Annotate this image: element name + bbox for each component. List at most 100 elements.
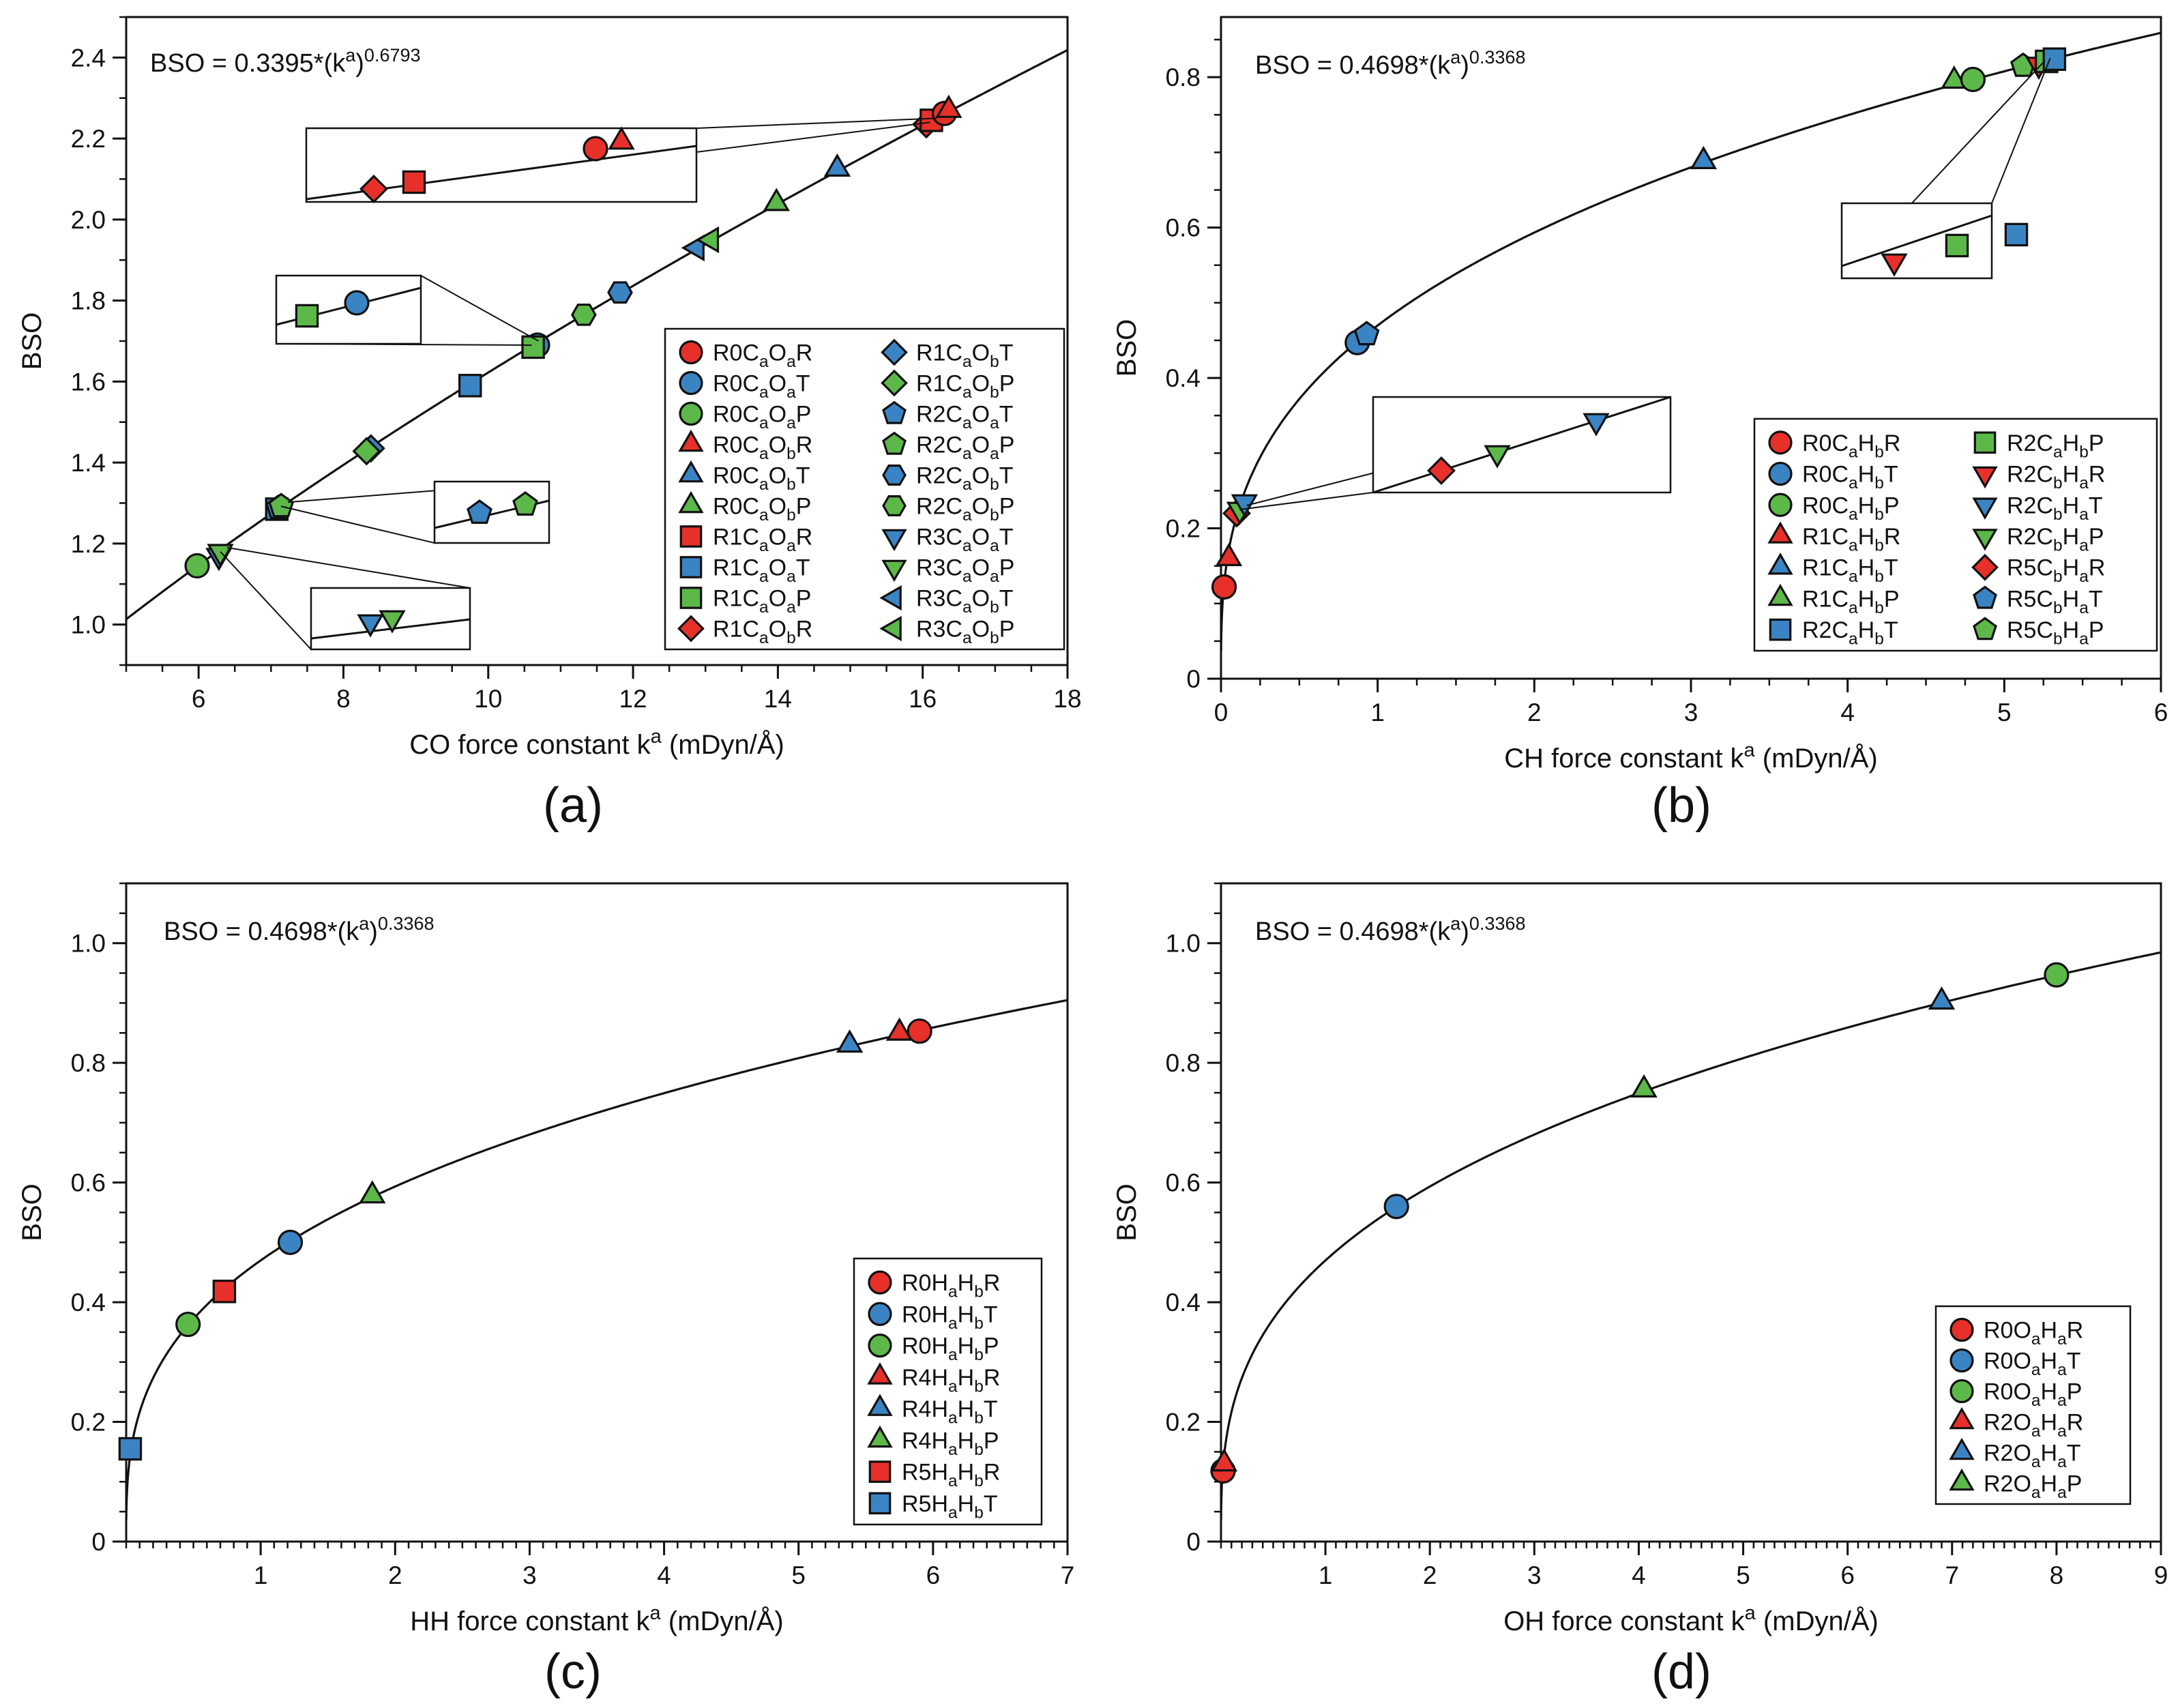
legend-label: R3CaOaP xyxy=(916,555,1014,587)
legend-marker xyxy=(679,587,703,609)
legend-box xyxy=(664,327,1065,651)
legend-label: R1CaObP xyxy=(916,371,1014,402)
data-point xyxy=(277,1229,304,1255)
legend-label: R1CaHbR xyxy=(1802,524,1900,555)
legend-label: R5HaHbT xyxy=(902,1491,998,1522)
fit-equation: BSO = 0.3395*(ka)0.6793 xyxy=(150,45,421,78)
legend-label: R0CaHbR xyxy=(1802,430,1900,462)
inset-point xyxy=(402,170,426,194)
fit-equation: BSO = 0.4698*(ka)0.3368 xyxy=(1255,47,1526,80)
inset-a3 xyxy=(280,480,550,544)
legend-marker xyxy=(882,464,907,486)
inset-leader xyxy=(420,275,539,342)
legend-marker xyxy=(868,1301,892,1326)
y-tick-label: 0.4 xyxy=(71,1289,106,1316)
data-point xyxy=(212,1280,237,1304)
legend-label: R2OaHaT xyxy=(1984,1441,2080,1472)
data-point xyxy=(885,1017,913,1041)
legend-marker xyxy=(868,1460,892,1483)
inset-curve xyxy=(1372,396,1671,494)
data-point xyxy=(935,94,962,118)
x-tick-label: 2 xyxy=(1527,698,1542,726)
data-point xyxy=(2044,962,2070,988)
data-point xyxy=(681,234,705,262)
data-point xyxy=(1960,66,1986,93)
data-point xyxy=(1690,145,1718,169)
legend-label: R2CaOaP xyxy=(916,432,1014,464)
legend-label: R5CbHaP xyxy=(2007,617,2104,649)
legend-marker xyxy=(1949,1317,1974,1342)
legend-label: R1CaOaP xyxy=(713,586,811,617)
legend-label: R0OaHaR xyxy=(1984,1318,2083,1349)
inset-point xyxy=(344,290,370,316)
x-tick-label: 6 xyxy=(926,1561,941,1589)
legend-label: R1CaObR xyxy=(713,617,812,648)
inset-point xyxy=(2004,222,2029,247)
y-tick-label: 0.8 xyxy=(1166,63,1201,91)
data-point xyxy=(763,188,790,211)
legend-label: R2CbHaP xyxy=(2007,524,2104,555)
data-point xyxy=(571,304,597,326)
y-tick-label: 0.6 xyxy=(1166,214,1201,242)
legend-label: R0CaOaP xyxy=(713,402,811,433)
legend: R0OaHaRR0OaHaTR0OaHaPR2OaHaRR2OaHaTR2OaH… xyxy=(1934,1305,2132,1505)
inset-b1 xyxy=(1840,57,2051,280)
legend-marker xyxy=(679,340,703,365)
x-tick-label: 4 xyxy=(1840,698,1855,726)
legend-marker xyxy=(1768,492,1793,517)
inset-leader xyxy=(1239,492,1374,510)
legend-marker xyxy=(881,529,907,552)
x-axis-label: CO force constant ka (mDyn/Å) xyxy=(409,726,784,760)
legend-label: R0CaOaR xyxy=(713,340,812,372)
inset-a4 xyxy=(220,546,471,651)
y-tick-label: 1.0 xyxy=(71,611,106,639)
y-tick-label: 2.0 xyxy=(71,206,106,234)
data-point xyxy=(1383,1194,1409,1220)
data-point xyxy=(207,544,234,568)
x-axis-label: HH force constant ka (mDyn/Å) xyxy=(410,1602,783,1636)
legend-marker xyxy=(1769,618,1792,641)
fit-curve xyxy=(126,999,1068,1520)
inset-a2 xyxy=(275,274,539,346)
inset-point xyxy=(1484,445,1511,469)
data-point xyxy=(1231,494,1259,518)
fit-equation: BSO = 0.4698*(ka)0.3368 xyxy=(1255,913,1526,946)
data-point xyxy=(458,374,482,398)
legend-marker xyxy=(1972,466,1998,489)
legend-marker xyxy=(879,615,902,642)
y-tick-label: 0.4 xyxy=(1166,364,1201,392)
y-tick-label: 0 xyxy=(1186,1528,1201,1556)
y-tick-label: 1.6 xyxy=(71,368,106,396)
data-point xyxy=(359,1180,386,1204)
x-tick-label: 6 xyxy=(192,685,206,713)
legend-marker xyxy=(1767,553,1793,575)
y-tick-label: 1.4 xyxy=(71,449,106,477)
x-axis-label: CH force constant ka (mDyn/Å) xyxy=(1504,739,1877,774)
data-point xyxy=(823,153,851,177)
chart-panel-c: 1 2 3 4 5 6 7 0 0.2 0.4 0.6 0.8 1.0 HH force constant… xyxy=(17,882,1074,1699)
x-tick-label: 3 xyxy=(1527,1561,1542,1589)
legend-label: R0CaHbP xyxy=(1802,492,1900,524)
legend-label: R0CaObP xyxy=(713,494,811,525)
legend-label: R1CaHbT xyxy=(1802,555,1898,587)
panel-label: (d) xyxy=(1651,1645,1711,1699)
legend: R0CaHbRR0CaHbTR0CaHbPR1CaHbRR1CaHbTR1CaH… xyxy=(1753,417,2158,652)
y-tick-label: 1.8 xyxy=(71,287,106,315)
legend-label: R2OaHaR xyxy=(1984,1410,2083,1441)
data-point xyxy=(907,1018,932,1044)
x-tick-label: 1 xyxy=(254,1561,268,1589)
legend-label: R2CaObT xyxy=(916,463,1013,495)
x-tick-label: 3 xyxy=(523,1561,537,1589)
legend-label: R0CaObR xyxy=(713,432,812,464)
data-point xyxy=(836,1029,864,1053)
y-tick-label: 0.8 xyxy=(1166,1049,1201,1077)
legend-marker xyxy=(1767,521,1793,544)
legend-marker xyxy=(881,559,907,583)
fit-equation: BSO = 0.4698*(ka)0.3368 xyxy=(164,913,435,946)
data-point xyxy=(1928,986,1956,1010)
legend-label: R1CaObT xyxy=(916,340,1013,372)
inset-point xyxy=(512,491,538,516)
legend-marker xyxy=(677,615,705,643)
x-tick-label: 5 xyxy=(1736,1561,1750,1589)
legend-label: R3CaObT xyxy=(916,586,1013,617)
